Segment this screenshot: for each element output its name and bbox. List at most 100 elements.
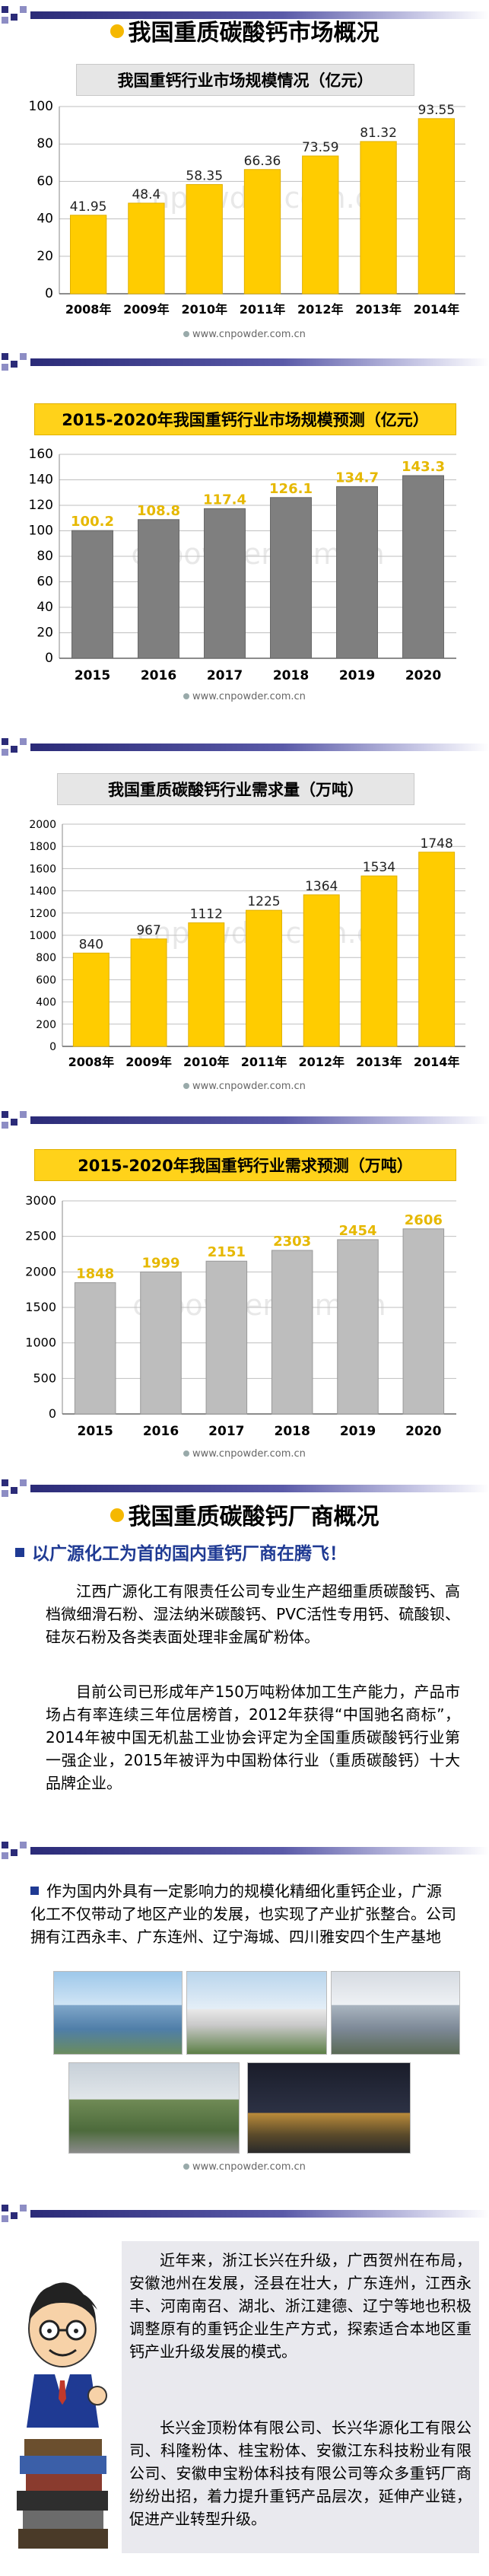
y-tick-label: 1500: [25, 1300, 56, 1314]
upgrade-paragraph: 近年来，浙江长兴在升级，广西贺州在布局，安徽池州在发展，泾县在壮大，广东连州，江…: [129, 2251, 472, 2361]
section-title-manufacturers: 我国重质碳酸钙厂商概况: [0, 1498, 489, 1531]
square-bullet-icon: [15, 1548, 24, 1557]
decorative-header-bar: [0, 1110, 489, 1131]
y-tick-label: 1400: [29, 886, 56, 898]
section-title-market: 我国重质碳酸钙市场概况: [0, 14, 489, 47]
y-tick-label: 20: [37, 626, 53, 641]
data-label: 100.2: [71, 514, 114, 530]
x-tick-label: 2020: [405, 668, 441, 683]
source-credit: www.cnpowder.com.cn: [0, 2161, 489, 2173]
x-tick-label: 2011年: [241, 1055, 287, 1069]
data-label: 41.95: [70, 199, 107, 215]
chart3-demand: cnpowder.com.cn0200400600800100012001400…: [29, 819, 465, 1069]
y-tick-label: 0: [45, 651, 53, 666]
x-tick-label: 2009年: [123, 302, 170, 317]
bar: [138, 519, 179, 659]
chart2-title: 2015-2020年我国重钙行业市场规模预测（亿元）: [34, 403, 456, 435]
production-bases-bullet: 作为国内外具有一定影响力的规模化精细化重钙企业，广源化工不仅带动了地区产业的发展…: [30, 1882, 456, 1946]
bar: [418, 118, 456, 295]
data-label: 2454: [338, 1223, 376, 1239]
y-tick-label: 0: [45, 286, 53, 301]
bar: [271, 1250, 313, 1415]
bar: [336, 486, 378, 659]
x-tick-label: 2018: [273, 668, 309, 683]
bar: [402, 475, 444, 659]
y-tick-label: 2500: [25, 1229, 56, 1243]
y-tick-label: 80: [37, 549, 53, 564]
y-tick-label: 1000: [25, 1336, 56, 1350]
y-tick-label: 0: [49, 1041, 56, 1053]
bar: [69, 215, 107, 295]
x-tick-label: 2011年: [240, 302, 286, 317]
bar: [246, 909, 282, 1047]
data-label: 143.3: [402, 459, 445, 475]
data-label: 1112: [190, 907, 223, 922]
data-label: 1364: [305, 879, 338, 894]
factory-photo-2: [186, 1971, 327, 2055]
y-tick-label: 2000: [29, 819, 56, 831]
bar: [360, 875, 398, 1047]
factory-photo-3: [331, 1971, 460, 2055]
y-tick-label: 40: [37, 212, 53, 227]
x-tick-label: 2016: [143, 1424, 179, 1439]
y-tick-label: 20: [37, 249, 53, 264]
data-label: 840: [79, 937, 103, 952]
company-intro-paragraph: 江西广源化工有限责任公司专业生产超细重质碳酸钙、高档微细滑石粉、湿法纳米碳酸钙、…: [46, 1582, 460, 1646]
y-tick-label: 140: [29, 473, 53, 488]
x-tick-label: 2012年: [297, 302, 344, 317]
data-label: 117.4: [203, 492, 246, 508]
data-label: 48.4: [132, 187, 160, 202]
chart1-title: 我国重钙行业市场规模情况（亿元）: [76, 64, 414, 96]
data-label: 1534: [363, 860, 395, 875]
x-tick-label: 2013年: [355, 302, 402, 317]
bar: [186, 183, 223, 295]
y-tick-label: 120: [29, 498, 53, 513]
x-tick-label: 2009年: [125, 1055, 172, 1069]
bar: [270, 497, 312, 659]
decorative-header-bar: [0, 5, 489, 26]
data-label: 81.32: [360, 126, 397, 141]
decorative-header-bar: [0, 2203, 489, 2224]
y-tick-label: 100: [29, 524, 53, 539]
chart1-market-size: cnpowder.com.cn02040608010041.952008年48.…: [29, 99, 465, 317]
y-tick-label: 1200: [29, 908, 56, 920]
x-tick-label: 2013年: [356, 1055, 402, 1069]
x-tick-label: 2010年: [181, 302, 227, 317]
y-tick-label: 400: [36, 997, 56, 1009]
y-tick-label: 60: [37, 575, 53, 590]
bar: [337, 1239, 379, 1415]
x-tick-label: 2017: [207, 668, 243, 683]
decorative-header-bar: [0, 1478, 489, 1499]
bar: [303, 894, 340, 1047]
bar: [302, 155, 339, 295]
bar: [205, 1260, 248, 1415]
data-label: 93.55: [418, 103, 456, 118]
y-tick-label: 2000: [25, 1264, 56, 1278]
chart4-demand-forecast: cnpowder.com.cn0500100015002000250030001…: [25, 1193, 456, 1439]
x-tick-label: 2014年: [414, 302, 460, 317]
y-tick-label: 500: [33, 1371, 56, 1385]
data-label: 1225: [247, 894, 280, 909]
bar: [71, 530, 113, 659]
y-tick-label: 800: [36, 952, 56, 964]
bar: [72, 952, 110, 1047]
source-credit: www.cnpowder.com.cn: [0, 329, 489, 340]
source-credit: www.cnpowder.com.cn: [0, 1448, 489, 1460]
x-tick-label: 2014年: [414, 1055, 460, 1069]
x-tick-label: 2008年: [65, 302, 112, 317]
data-label: 2606: [405, 1212, 443, 1228]
factory-photo-5: [247, 2062, 411, 2154]
source-credit: www.cnpowder.com.cn: [0, 1081, 489, 1092]
square-bullet-icon: [30, 1887, 39, 1895]
bar: [402, 1228, 445, 1415]
data-label: 2151: [208, 1244, 246, 1260]
data-label: 126.1: [269, 481, 313, 497]
factory-photo-4: [68, 2062, 240, 2154]
y-tick-label: 1600: [29, 863, 56, 875]
y-tick-label: 200: [36, 1019, 56, 1031]
decorative-header-bar: [0, 737, 489, 758]
bar: [128, 202, 165, 295]
bar: [360, 141, 397, 295]
data-label: 58.35: [186, 168, 223, 183]
bar: [130, 938, 167, 1047]
